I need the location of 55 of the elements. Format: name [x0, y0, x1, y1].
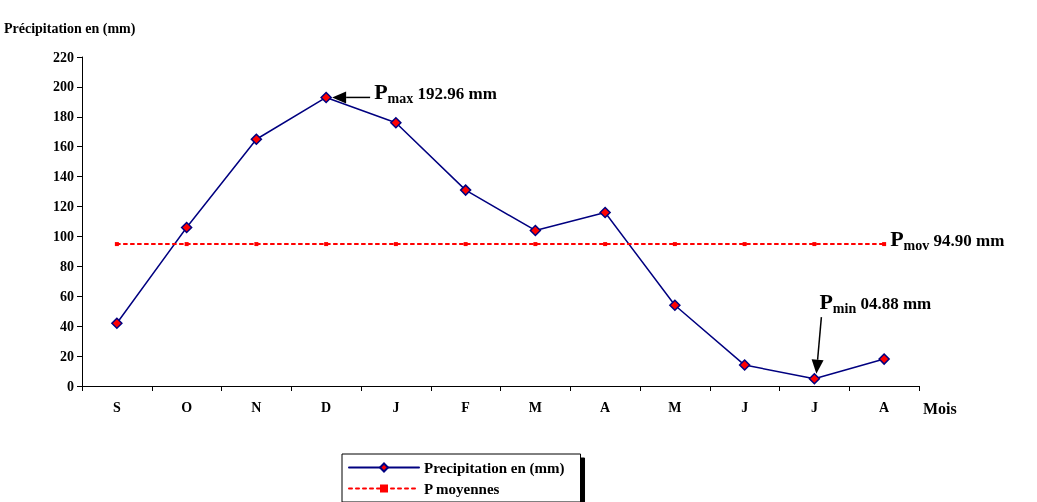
point [180, 221, 193, 234]
point [320, 91, 332, 104]
y-tick-label: 60 [60, 288, 74, 304]
y-tick-label: 180 [53, 109, 74, 125]
point [669, 299, 681, 311]
point [463, 242, 468, 247]
point [603, 242, 608, 247]
point [599, 206, 611, 219]
y-tick-label: 40 [60, 318, 74, 334]
y-tick-label: 100 [53, 228, 74, 244]
annotation: P$_{max}$ 192.96 mm [374, 79, 497, 108]
x-tick-label: O [181, 399, 193, 415]
x-axis-title: Mois [923, 399, 957, 417]
point [808, 372, 821, 385]
x-tick-label: A [600, 399, 612, 415]
point [738, 359, 751, 371]
x-tick-label: M [528, 399, 542, 415]
point [742, 242, 747, 247]
x-tick-label: J [392, 399, 400, 415]
point [184, 242, 189, 247]
y-tick-label: 80 [60, 258, 74, 274]
point [882, 242, 887, 247]
point [672, 242, 677, 247]
x-tick-label: F [461, 399, 470, 415]
y-tick-label: 220 [53, 49, 74, 65]
annotation: P$_{mov}$ 94.90 mm [890, 225, 1005, 255]
x-tick-label: D [321, 399, 332, 415]
y-tick-label: 120 [53, 199, 74, 215]
point [324, 242, 329, 247]
y-tick-label: 140 [53, 169, 74, 185]
legend-label: P moyennes [424, 480, 500, 497]
annotation: P$_{min}$ 04.88 mm [819, 288, 932, 318]
point [459, 184, 472, 196]
x-tick-label: A [879, 399, 891, 415]
point [114, 242, 119, 247]
point [390, 117, 402, 129]
point [812, 242, 817, 247]
y-tick-label: 200 [53, 79, 74, 95]
x-tick-label: S [112, 399, 121, 415]
y-tick-label: 160 [53, 139, 74, 155]
legend-label: Precipitation en (mm) [424, 459, 565, 477]
point [250, 133, 263, 145]
point [533, 242, 538, 247]
point [111, 317, 123, 329]
x-tick-label: M [668, 399, 682, 415]
point [878, 353, 890, 365]
y-tick-label: 20 [60, 348, 74, 364]
x-tick-label: N [251, 399, 262, 415]
x-tick-label: J [810, 399, 818, 415]
point [254, 242, 259, 247]
y-axis-title: Précipitation en (mm) [4, 20, 136, 37]
y-tick-label: 0 [67, 378, 74, 394]
point [529, 224, 542, 237]
x-tick-label: J [741, 399, 749, 415]
point [393, 242, 398, 247]
